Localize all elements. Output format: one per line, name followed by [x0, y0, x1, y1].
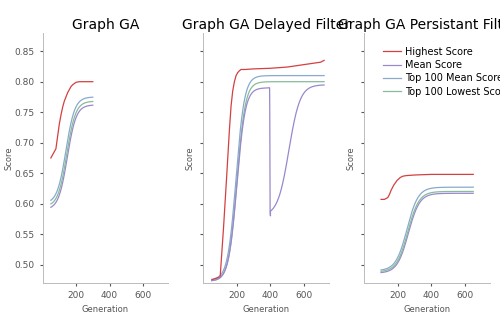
- X-axis label: Generation: Generation: [404, 305, 450, 314]
- X-axis label: Generation: Generation: [242, 305, 290, 314]
- Legend: Highest Score, Mean Score, Top 100 Mean Score, Top 100 Lowest Score: Highest Score, Mean Score, Top 100 Mean …: [379, 43, 500, 101]
- Title: Graph GA Delayed Filter: Graph GA Delayed Filter: [182, 18, 350, 32]
- X-axis label: Generation: Generation: [82, 305, 129, 314]
- Y-axis label: Score: Score: [346, 146, 356, 170]
- Title: Graph GA: Graph GA: [72, 18, 139, 32]
- Y-axis label: Score: Score: [186, 146, 194, 170]
- Title: Graph GA Persistant Filter: Graph GA Persistant Filter: [338, 18, 500, 32]
- Y-axis label: Score: Score: [4, 146, 14, 170]
